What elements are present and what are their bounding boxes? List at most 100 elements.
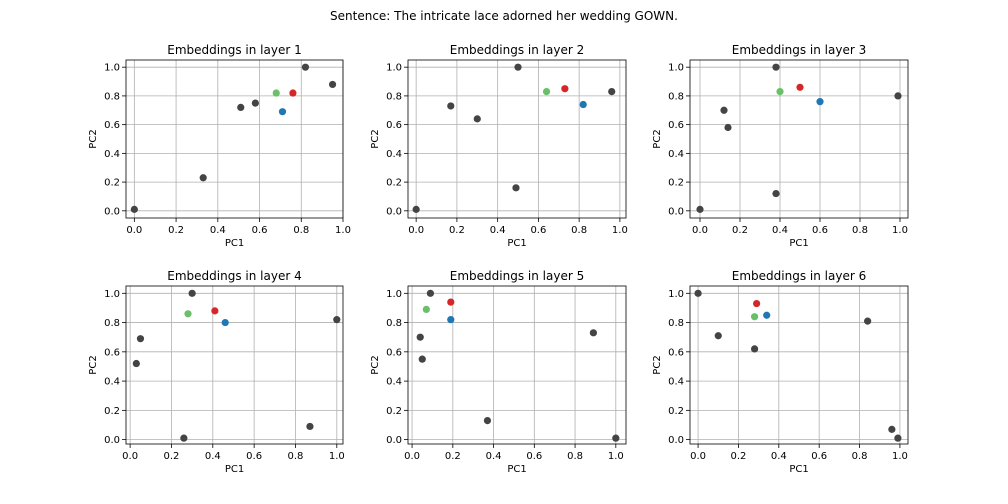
y-tick-label: 0.0 [668,435,684,446]
x-axis-label: PC1 [225,464,244,475]
y-tick-label: 0.6 [104,347,120,358]
figure-suptitle: Sentence: The intricate lace adorned her… [330,9,678,23]
x-tick-label: 0.6 [246,451,262,462]
subplot-title: Embeddings in layer 3 [732,43,866,57]
scatter-point [763,311,771,319]
scatter-point [720,106,728,114]
x-axis-label: PC1 [507,464,526,475]
scatter-point [561,85,569,93]
scatter-point [333,316,341,324]
scatter-point [136,335,145,343]
scatter-point [753,299,761,308]
axes-frame [125,59,344,219]
x-tick-label: 1.0 [892,225,908,236]
y-tick-label: 0.6 [668,347,684,358]
y-axis-label: PC2 [370,129,381,148]
x-tick-label: 0.8 [852,225,868,236]
y-tick-label: 0.8 [386,91,402,102]
axes-frame [407,59,627,219]
scatter-point [750,345,759,353]
scatter-point [694,289,702,297]
x-tick-label: 0.8 [571,225,587,236]
x-tick-label: 0.6 [530,225,546,236]
x-tick-label: 0.6 [526,451,542,462]
y-tick-label: 0.4 [104,149,120,160]
y-tick-label: 1.0 [386,289,402,300]
scatter-point [750,313,759,321]
y-tick-label: 0.2 [386,178,402,189]
scatter-point [412,205,420,213]
scatter-point [211,307,219,315]
x-tick-label: 0.8 [567,451,583,462]
subplot-layer-3: 0.0 0.2 0.4 0.6 0.8 1.0 0.0 0.2 0.4 0.6 0.8 1.0 Embe… [652,43,909,249]
scatter-point [447,298,455,306]
scatter-point [130,205,138,213]
scatter-point [272,89,280,97]
scatter-point [608,88,616,96]
x-tick-label: 0.0 [690,451,706,462]
x-tick-label: 0.2 [445,451,461,462]
y-tick-label: 0.8 [104,318,120,329]
x-axis-label: PC1 [789,238,808,249]
y-tick-label: 1.0 [104,63,120,74]
subplot-title: Embeddings in layer 6 [732,269,866,283]
x-tick-label: 0.2 [730,451,746,462]
scatter-point [418,355,426,363]
x-tick-label: 1.0 [612,225,628,236]
scatter-point [184,310,192,318]
subplot-layer-1: 0.0 0.2 0.4 0.6 0.8 1.0 0.0 0.2 0.4 0.6 0.8 1.0 Embe… [88,43,351,249]
x-tick-label: 0.4 [490,225,506,236]
scatter-point [816,98,824,106]
subplot-layer-5: 0.0 0.2 0.4 0.6 0.8 1.0 0.0 0.2 0.4 0.6 0.8 1.0 Embe… [370,269,627,475]
y-tick-label: 0.6 [668,120,684,131]
scatter-point [422,305,430,314]
x-tick-label: 0.4 [486,451,502,462]
x-tick-label: 0.0 [404,451,420,462]
y-tick-label: 0.0 [104,435,120,446]
axes-frame [125,285,344,445]
scatter-point [416,333,424,341]
y-axis-label: PC2 [88,355,99,374]
scatter-point [894,92,902,100]
subplot-title: Embeddings in layer 5 [450,269,584,283]
scatter-point [772,189,780,198]
x-tick-label: 0.2 [732,225,748,236]
y-tick-label: 0.8 [668,318,684,329]
y-tick-label: 0.6 [386,347,402,358]
x-tick-label: 0.8 [293,225,309,236]
y-tick-label: 1.0 [668,289,684,300]
y-tick-label: 1.0 [668,63,684,74]
scatter-point [221,318,229,327]
y-tick-label: 0.0 [668,206,684,217]
y-tick-label: 0.4 [386,377,402,388]
axes-frame [407,285,627,445]
y-axis-label: PC2 [370,355,381,374]
scatter-point [278,108,287,116]
scatter-point [306,422,314,431]
scatter-point [796,83,804,91]
axes-frame [689,285,909,445]
subplot-layer-4: 0.0 0.2 0.4 0.6 0.8 1.0 0.0 0.2 0.4 0.6 0.8 1.0 Embe… [88,269,345,475]
x-tick-label: 0.2 [164,451,180,462]
x-tick-label: 0.4 [771,451,787,462]
scatter-point [589,329,598,337]
x-tick-label: 0.0 [122,451,138,462]
x-axis-label: PC1 [789,464,808,475]
subplot-title: Embeddings in layer 1 [167,43,301,57]
y-tick-label: 0.2 [386,406,402,417]
y-tick-label: 1.0 [386,63,402,74]
x-tick-label: 0.2 [168,225,184,236]
subplot-layer-2: 0.0 0.2 0.4 0.6 0.8 1.0 0.0 0.2 0.4 0.6 0.8 1.0 Embe… [370,43,628,249]
y-tick-label: 0.0 [104,206,120,217]
subplot-title: Embeddings in layer 4 [167,269,301,283]
subplot-title: Embeddings in layer 2 [450,43,584,57]
x-tick-label: 0.0 [408,225,424,236]
scatter-point [328,80,337,89]
x-tick-label: 1.0 [335,225,351,236]
scatter-point [251,99,259,107]
y-tick-label: 0.2 [104,178,120,189]
scatter-point [473,115,481,123]
x-tick-label: 0.0 [126,225,142,236]
x-tick-label: 0.8 [852,451,868,462]
